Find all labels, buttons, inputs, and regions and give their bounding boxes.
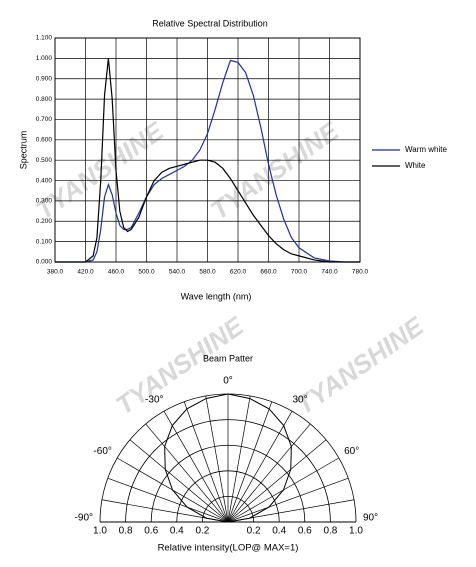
y-tick-label: 0.200 (36, 218, 53, 225)
x-tick-label: 620.0 (230, 269, 247, 276)
angle-label: 0° (223, 376, 233, 387)
r-tick-label: 0.8 (323, 526, 337, 537)
y-tick-label: 0.800 (36, 96, 53, 103)
watermark: TYANSHINE (30, 116, 169, 226)
x-tick-label: 420.0 (77, 269, 94, 276)
angle-grid-line (227, 423, 311, 523)
angle-grid-line (227, 439, 327, 523)
radial-grid-arc (176, 470, 280, 523)
y-tick-label: 0.500 (36, 157, 53, 164)
x-tick-label: 580.0 (199, 269, 216, 276)
r-tick-label: 0.2 (247, 526, 261, 537)
angle-grid-line (205, 395, 229, 523)
y-tick-label: 0.900 (36, 75, 53, 82)
r-tick-label: 1.0 (349, 526, 363, 537)
r-tick-label: 0.6 (298, 526, 312, 537)
x-axis-label: Relative intensity(LOP@ MAX=1) (158, 543, 299, 554)
angle-label: -30° (145, 395, 163, 406)
radial-grid-arc (202, 496, 254, 523)
x-tick-label: 780.0 (352, 269, 369, 276)
x-tick-label: 660.0 (260, 269, 277, 276)
angle-grid-line (107, 477, 229, 523)
y-tick-label: 0.000 (36, 259, 53, 266)
y-tick-label: 0.300 (36, 198, 53, 205)
beam-curve (164, 393, 292, 523)
series-line (55, 59, 360, 263)
angle-label: 90° (363, 513, 378, 524)
chart-title: Beam Patter (203, 353, 253, 363)
y-tick-label: 0.600 (36, 137, 53, 144)
y-tick-label: 0.700 (36, 116, 53, 123)
angle-grid-line (163, 410, 229, 523)
angle-grid-line (227, 401, 273, 523)
radial-grid-arc (125, 419, 331, 523)
chart-title: Relative Spectral Distribution (152, 18, 268, 28)
angle-grid-line (183, 401, 229, 523)
x-tick-label: 460.0 (108, 269, 125, 276)
legend-label: White (405, 161, 426, 170)
watermark: TYANSHINE (290, 311, 429, 421)
radial-grid-arc (150, 444, 306, 523)
series-line (55, 58, 360, 263)
r-tick-label: 1.0 (93, 526, 107, 537)
angle-grid-line (129, 439, 229, 523)
y-tick-label: 1.100 (36, 35, 53, 42)
angle-grid-line (227, 477, 349, 523)
plot-frame (54, 37, 361, 263)
x-tick-label: 380.0 (47, 269, 64, 276)
angle-grid-line (227, 410, 293, 523)
angle-grid-line (145, 423, 229, 523)
angle-grid-line (227, 395, 251, 523)
y-axis-label: Spectrum (18, 131, 28, 170)
x-tick-label: 540.0 (169, 269, 186, 276)
y-tick-label: 0.400 (36, 177, 53, 184)
angle-label: 30° (293, 395, 308, 406)
x-tick-label: 740.0 (321, 269, 338, 276)
y-tick-label: 0.100 (36, 238, 53, 245)
r-tick-label: 0.4 (170, 526, 184, 537)
r-tick-label: 0.8 (119, 526, 133, 537)
y-tick-label: 1.000 (36, 55, 53, 62)
watermark: TYANSHINE (205, 116, 344, 226)
x-tick-label: 500.0 (138, 269, 155, 276)
angle-label: -60° (93, 446, 111, 457)
x-axis-label: Wave length (nm) (181, 291, 252, 301)
r-tick-label: 0.4 (272, 526, 286, 537)
angle-label: -90° (75, 513, 93, 524)
x-tick-label: 700.0 (291, 269, 308, 276)
angle-label: 60° (344, 446, 359, 457)
watermark: TYANSHINE (110, 311, 249, 421)
r-tick-label: 0.2 (195, 526, 209, 537)
legend-label: Warm white (405, 145, 447, 154)
r-tick-label: 0.6 (144, 526, 158, 537)
